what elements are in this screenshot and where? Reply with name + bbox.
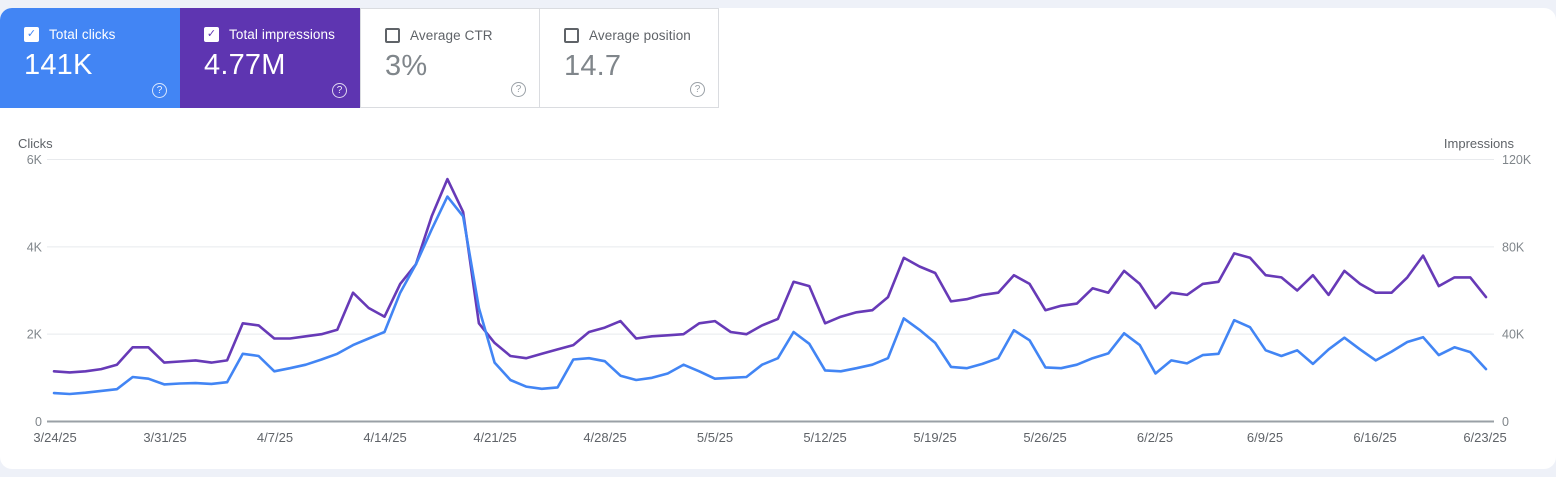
card-head: ✓ Total impressions bbox=[204, 26, 360, 42]
help-icon[interactable]: ? bbox=[690, 82, 705, 97]
card-average-ctr[interactable]: ✓ Average CTR 3% ? bbox=[360, 8, 540, 108]
right-axis-tick: 0 bbox=[1502, 415, 1509, 429]
left-axis-title: Clicks bbox=[18, 136, 53, 151]
left-axis-tick: 4K bbox=[27, 240, 43, 254]
x-axis-tick: 4/21/25 bbox=[473, 430, 516, 445]
left-axis-tick: 2K bbox=[27, 328, 43, 342]
card-label: Total impressions bbox=[229, 26, 335, 42]
performance-chart[interactable]: Clicks Impressions 0 0 2K 40K 4K 80K 6K 120K 3/2… bbox=[0, 132, 1556, 469]
card-value: 14.7 bbox=[564, 50, 622, 82]
x-axis-tick: 3/31/25 bbox=[143, 430, 186, 445]
card-head: ✓ Average CTR bbox=[385, 27, 539, 43]
x-axis-tick: 5/5/25 bbox=[697, 430, 733, 445]
series-line-impressions[interactable] bbox=[52, 177, 1488, 374]
x-axis-tick: 3/24/25 bbox=[33, 430, 76, 445]
x-axis-tick: 6/16/25 bbox=[1353, 430, 1396, 445]
card-head: ✓ Total clicks bbox=[24, 26, 180, 42]
x-axis-tick: 6/9/25 bbox=[1247, 430, 1283, 445]
card-label: Average position bbox=[589, 27, 691, 43]
total-clicks-checkbox[interactable]: ✓ bbox=[24, 26, 39, 42]
card-label: Total clicks bbox=[49, 26, 116, 42]
average-ctr-checkbox[interactable]: ✓ bbox=[385, 27, 400, 43]
x-axis-tick: 5/19/25 bbox=[913, 430, 956, 445]
checkmark-icon: ✓ bbox=[26, 27, 37, 40]
x-axis-tick: 4/7/25 bbox=[257, 430, 293, 445]
card-total-clicks[interactable]: ✓ Total clicks 141K ? bbox=[0, 8, 180, 108]
help-icon[interactable]: ? bbox=[511, 82, 526, 97]
performance-panel: ✓ Total clicks 141K ? ✓ Total impression… bbox=[0, 8, 1556, 469]
x-axis-tick: 4/14/25 bbox=[363, 430, 406, 445]
x-axis-tick: 5/12/25 bbox=[803, 430, 846, 445]
metric-cards: ✓ Total clicks 141K ? ✓ Total impression… bbox=[0, 8, 719, 108]
right-axis-tick: 120K bbox=[1502, 153, 1532, 167]
help-icon[interactable]: ? bbox=[152, 83, 167, 98]
card-head: ✓ Average position bbox=[564, 27, 718, 43]
x-axis-tick: 6/2/25 bbox=[1137, 430, 1173, 445]
series-line-clicks[interactable] bbox=[52, 195, 1488, 396]
card-label: Average CTR bbox=[410, 27, 493, 43]
card-value: 4.77M bbox=[204, 49, 286, 81]
card-value: 3% bbox=[385, 50, 428, 82]
right-axis-tick: 40K bbox=[1502, 328, 1525, 342]
card-average-position[interactable]: ✓ Average position 14.7 ? bbox=[539, 8, 719, 108]
x-axis-tick: 5/26/25 bbox=[1023, 430, 1066, 445]
x-axis-tick: 4/28/25 bbox=[583, 430, 626, 445]
left-axis-tick: 6K bbox=[27, 153, 43, 167]
help-icon[interactable]: ? bbox=[332, 83, 347, 98]
card-value: 141K bbox=[24, 49, 93, 81]
total-impressions-checkbox[interactable]: ✓ bbox=[204, 26, 219, 42]
card-total-impressions[interactable]: ✓ Total impressions 4.77M ? bbox=[180, 8, 360, 108]
checkmark-icon: ✓ bbox=[206, 27, 217, 40]
left-axis-tick: 0 bbox=[35, 415, 42, 429]
x-axis-tick: 6/23/25 bbox=[1463, 430, 1506, 445]
average-position-checkbox[interactable]: ✓ bbox=[564, 27, 579, 43]
right-axis-title: Impressions bbox=[1444, 136, 1515, 151]
right-axis-tick: 80K bbox=[1502, 240, 1525, 254]
